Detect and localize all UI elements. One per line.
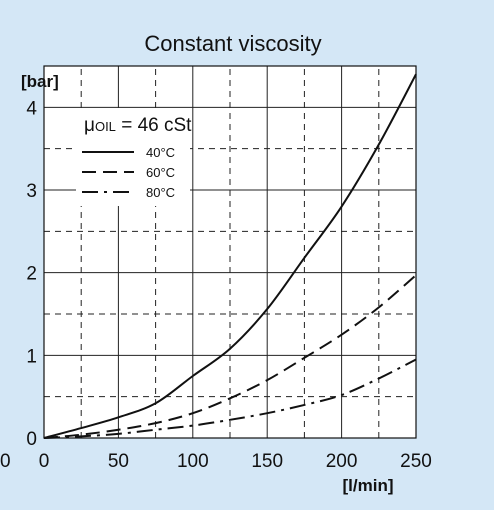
y-tick-label: 2 bbox=[26, 264, 37, 285]
x-tick-label: 100 bbox=[177, 451, 209, 472]
y-tick-label: 0 bbox=[26, 429, 37, 450]
grid bbox=[44, 66, 416, 438]
origin-label-left: 0 bbox=[0, 451, 11, 472]
y-tick-label: 3 bbox=[26, 181, 37, 202]
y-tick-label: 1 bbox=[26, 346, 37, 367]
legend-label-2: 60°C bbox=[146, 165, 175, 180]
series-line-2 bbox=[43, 274, 417, 439]
chart-title: Constant viscosity bbox=[144, 31, 321, 56]
series-line-3 bbox=[43, 358, 417, 439]
legend: 40°C 60°C 80°C bbox=[76, 108, 190, 206]
tick-labels: 0 50 100 150 200 250 0 1 2 3 4 0 bbox=[0, 98, 432, 472]
series-group bbox=[43, 73, 417, 439]
legend-header-subscript: OIL bbox=[95, 119, 116, 134]
y-axis-label: [bar] bbox=[21, 72, 59, 91]
legend-label-3: 80°C bbox=[146, 185, 175, 200]
plot-border bbox=[43, 65, 417, 439]
legend-box bbox=[76, 108, 190, 206]
x-tick-label: 0 bbox=[39, 451, 50, 472]
x-axis-label: [l/min] bbox=[343, 476, 394, 495]
legend-label-1: 40°C bbox=[146, 145, 175, 160]
y-tick-label: 4 bbox=[26, 98, 37, 119]
legend-header: μOIL = 46 cSt bbox=[84, 115, 192, 136]
x-tick-label: 150 bbox=[251, 451, 283, 472]
x-tick-label: 250 bbox=[400, 451, 432, 472]
series-line-1 bbox=[43, 73, 417, 439]
x-tick-label: 200 bbox=[326, 451, 358, 472]
x-tick-label: 50 bbox=[108, 451, 129, 472]
